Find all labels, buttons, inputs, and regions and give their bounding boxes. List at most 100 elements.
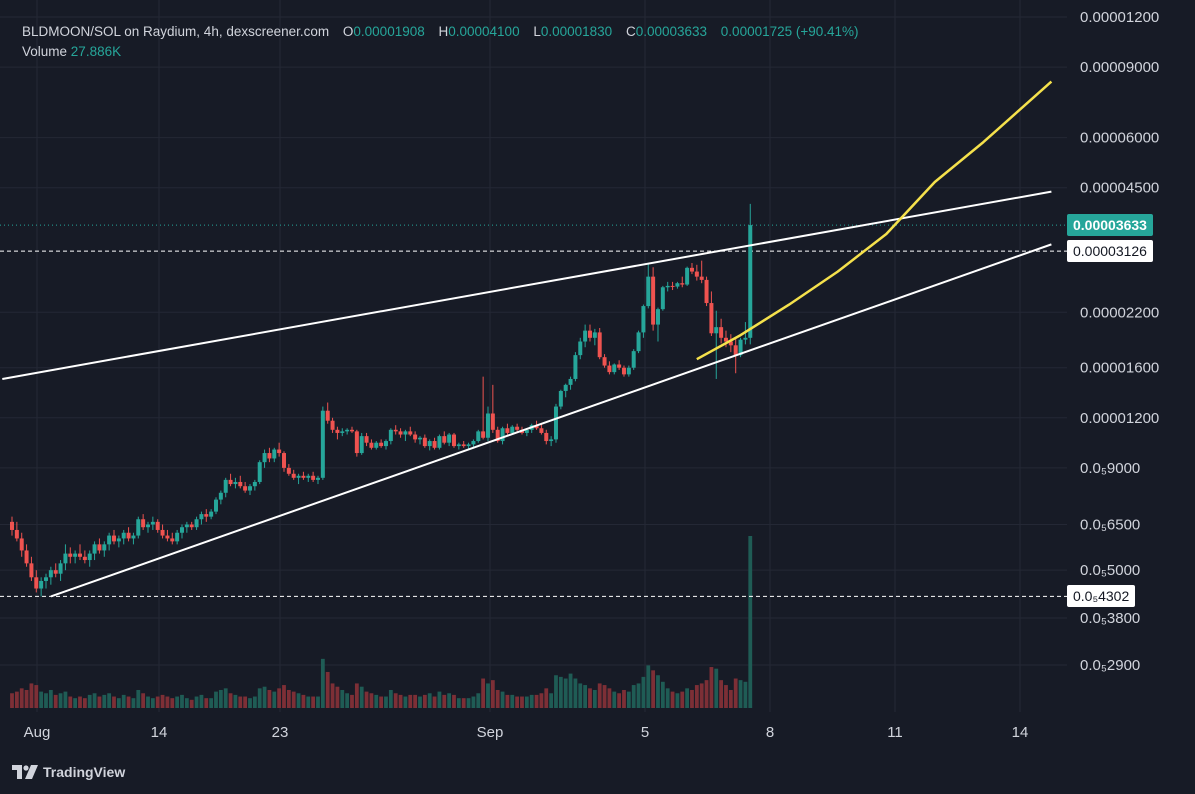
y-tick-label: 0.00002200 [1080,304,1159,321]
candle-up [145,524,150,528]
candle-up [223,479,228,493]
candle-up [626,367,631,375]
candle-down [544,432,549,442]
trendlines [2,80,1053,598]
volume-bar [102,694,107,708]
candle-up [213,499,218,512]
volume-bar [597,683,602,708]
close-value: 0.00003633 [635,24,708,39]
volume-bar [602,685,607,708]
candle-up [636,332,641,352]
volume-bar [252,696,257,708]
volume-bar [73,698,78,708]
candle-down [481,431,486,438]
volume-bar [267,689,272,708]
volume-bar [646,665,651,708]
volume-bar [544,688,549,708]
volume-bar [520,696,524,708]
volume-bar [359,686,364,708]
candle-down [243,486,248,491]
candle-down [286,467,291,474]
volume-bar [180,694,184,708]
volume-bar [112,696,116,708]
volume-bar [670,691,675,708]
candle-down [53,570,58,574]
volume-bar [97,696,102,708]
y-tick-label: 0.0₅5000 [1080,562,1140,579]
volume-bar [743,681,748,708]
candle-down [534,425,539,429]
tradingview-logo-icon [12,765,38,779]
volume-bar [626,691,631,708]
tradingview-branding[interactable]: TradingView [12,764,125,780]
candle-down [267,453,272,459]
candle-down [141,519,146,528]
volume-bar [175,696,180,708]
candle-down [689,267,694,272]
volume-bar [656,675,660,708]
candle-down [587,330,592,338]
high-value: 0.00004100 [448,24,520,39]
x-tick-label: Aug [24,724,51,741]
candle-down [733,345,738,356]
candle-up [218,492,223,500]
candle-up [359,436,364,454]
volume-bar [554,675,558,708]
volume-bar [87,694,92,708]
volume-bar [141,693,146,708]
volume-bar [243,696,248,708]
volume-bar [233,694,238,708]
candle-down [432,441,437,448]
candle-up [456,444,461,447]
volume-bar [456,698,461,708]
x-axis-labels: Aug 14 23 Sep 5 8 11 14 [24,724,1029,741]
volume-bar [398,694,403,708]
volume-bar [53,694,58,708]
volume-bar [573,678,578,708]
volume-bar [10,693,14,708]
y-axis-labels: 0.00001200 0.00009000 0.00006000 0.00004500… [1080,9,1159,674]
candle-down [34,577,39,589]
volume-bar [204,698,209,708]
volume-bar [427,693,432,708]
volume-bar [199,694,204,708]
volume-bar [248,698,252,708]
candle-up [388,429,393,442]
candle-down [694,271,699,277]
candle-up [296,475,301,478]
volume-bar [724,685,728,708]
volume-bar [622,689,626,708]
volume-bar [257,688,262,708]
candle-down [170,538,175,542]
candle-up [743,337,748,340]
candle-up [510,426,515,433]
volume-bar [68,696,73,708]
candle-down [364,436,369,443]
candle-up [592,332,597,338]
candle-down [597,332,602,358]
volume-bar [150,698,155,708]
volume-bar [340,689,345,708]
candle-up [612,364,617,373]
volume-bar [126,696,131,708]
volume-bar [311,696,316,708]
candle-down [704,279,709,304]
resistance-level-badge: 0.00003126 [1067,240,1153,263]
candle-down [723,337,728,342]
candle-up [136,519,141,536]
candle-up [179,527,184,533]
volume-bar [189,699,194,708]
x-tick-label: 14 [151,724,168,741]
candle-down [68,553,73,557]
volume-bar [422,694,427,708]
volume-bar [306,696,311,708]
x-tick-label: 23 [272,724,289,741]
candle-up [641,306,646,333]
volume-bar [408,694,413,708]
chart-legend: BLDMOON/SOL on Raydium, 4h, dexscreener.… [22,24,859,59]
low-label: L [533,24,541,39]
volume-bar [592,689,597,708]
candle-up [43,577,48,581]
candle-up [563,384,568,391]
